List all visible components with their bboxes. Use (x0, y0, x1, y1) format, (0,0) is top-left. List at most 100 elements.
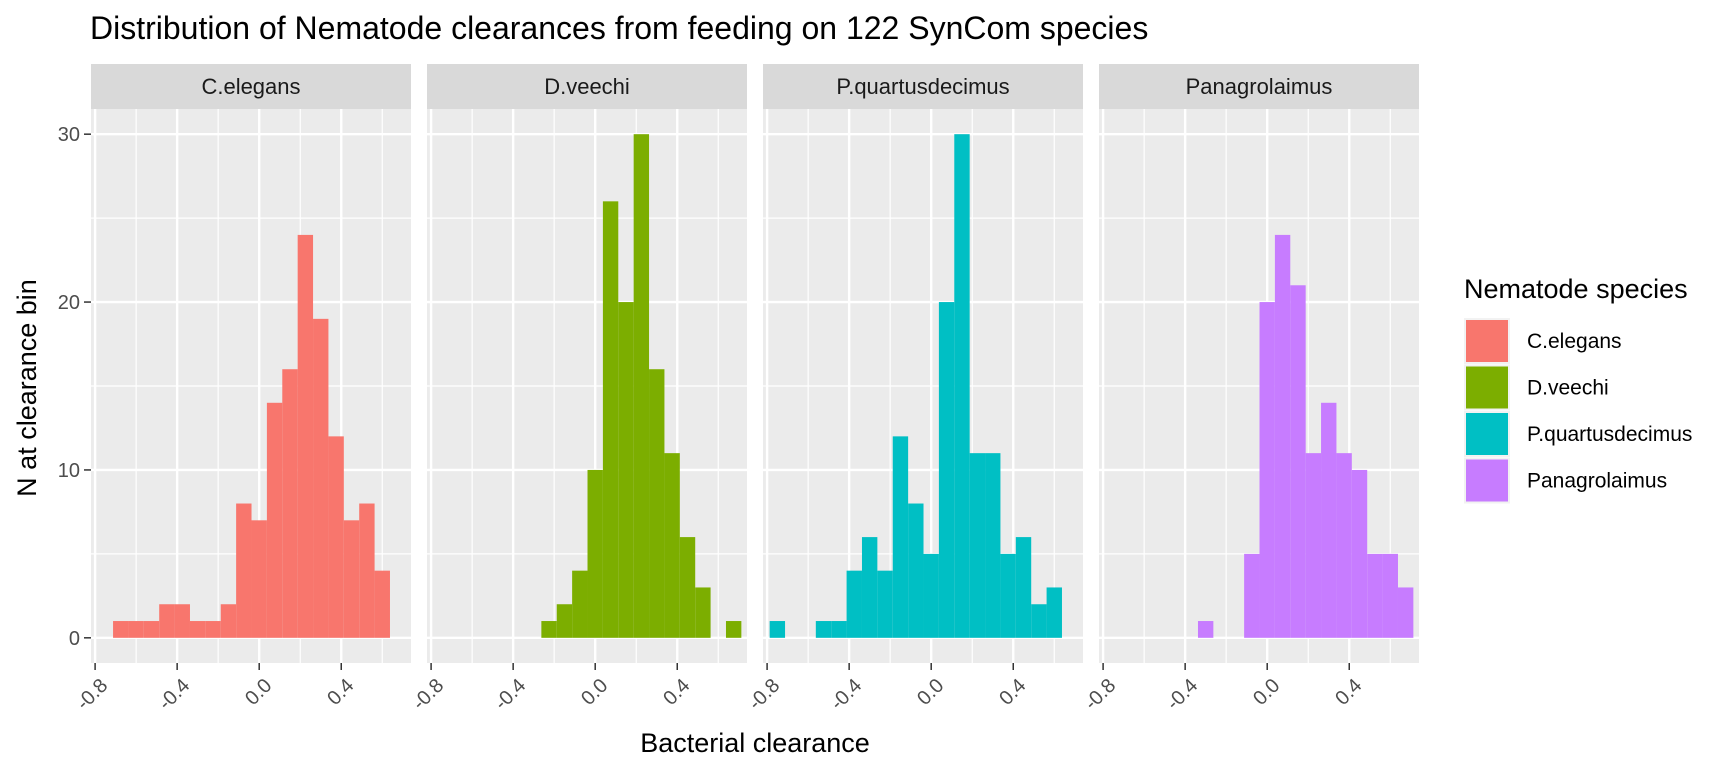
x-tick-label: -0.8 (744, 675, 784, 715)
legend: Nematode species C.elegans D.veechi P.quar… (1464, 274, 1692, 504)
legend-swatch (1466, 320, 1508, 362)
histogram-bar (143, 621, 160, 638)
histogram-bar (1382, 553, 1398, 638)
x-tick-label: -0.4 (1162, 675, 1202, 715)
facet-panel-1: D.veechi -0.8 -0.4 0.0 0.4 (408, 64, 747, 715)
histogram-bar (649, 369, 665, 638)
histogram-bar (205, 621, 221, 638)
legend-items: C.elegans D.veechi P.quartusdecimus Panagro… (1464, 318, 1692, 504)
histogram-bar (174, 604, 190, 638)
histogram-bar (1397, 587, 1414, 638)
x-tick-label: 0.0 (241, 675, 276, 710)
histogram-bar (1274, 234, 1291, 638)
histogram-bar (846, 570, 862, 638)
histogram-bar (969, 453, 986, 638)
histogram-bar (1367, 553, 1383, 638)
histogram-bar (985, 453, 1001, 638)
histogram-bar (572, 570, 588, 638)
histogram-bar (374, 570, 390, 638)
histogram-bar (695, 587, 711, 638)
facet-panels: C.elegans -0.8 -0.4 0.0 0.4 D.veechi -0.8 -0.4 0… (58, 64, 1419, 715)
histogram-bar (954, 134, 970, 638)
histogram-bar (1259, 302, 1275, 638)
histogram-bar (1321, 402, 1337, 638)
y-tick-label: 0 (69, 628, 80, 650)
histogram-bar (618, 302, 634, 638)
facet-strip (427, 64, 747, 109)
histogram-bar (128, 621, 144, 638)
histogram-bar (113, 621, 129, 638)
histogram-bar (236, 503, 252, 638)
facet-panel-2: P.quartusdecimus -0.8 -0.4 0.0 0.4 (744, 64, 1083, 715)
histogram-bar (297, 234, 314, 638)
x-tick-label: -0.8 (1080, 675, 1120, 715)
histogram-bar (343, 520, 360, 638)
histogram-bar (328, 436, 344, 638)
histogram-bar (633, 134, 650, 638)
histogram-bar (1244, 553, 1260, 638)
x-tick-label: 0.4 (323, 675, 358, 710)
y-tick-label: 20 (58, 292, 80, 314)
x-tick-label: -0.8 (72, 675, 112, 715)
histogram-bar (587, 469, 603, 638)
histogram-bar (908, 503, 924, 638)
histogram-bar (251, 520, 267, 638)
histogram-bar (1197, 621, 1214, 638)
histogram-bar (815, 621, 832, 638)
histogram-bar (1305, 453, 1322, 638)
legend-label: P.quartusdecimus (1527, 423, 1692, 446)
x-tick-label: 0.4 (995, 675, 1030, 710)
histogram-bar (664, 453, 680, 638)
histogram-bar (220, 604, 237, 638)
facet-strip-label: Panagrolaimus (1186, 74, 1333, 99)
histogram-bar (725, 621, 742, 638)
legend-label: Panagrolaimus (1527, 470, 1667, 493)
histogram-bar (1015, 537, 1032, 638)
x-tick-label: -0.8 (408, 675, 448, 715)
y-axis-title: N at clearance bin (12, 279, 42, 497)
x-tick-label: 0.0 (1249, 675, 1284, 710)
histogram-bar (892, 436, 909, 638)
histogram-bar (938, 302, 955, 638)
facet-strip-label: C.elegans (201, 74, 300, 99)
legend-label: D.veechi (1527, 377, 1609, 400)
y-tick-label: 30 (58, 124, 80, 146)
histogram-bar (282, 369, 298, 638)
legend-label: C.elegans (1527, 330, 1622, 353)
x-tick-label: 0.4 (659, 675, 694, 710)
histogram-bar (1351, 469, 1368, 638)
x-tick-label: 0.0 (913, 675, 948, 710)
facet-strip (91, 64, 411, 109)
legend-swatch (1466, 413, 1508, 455)
facet-strip-label: P.quartusdecimus (836, 74, 1009, 99)
histogram-bar (602, 201, 619, 638)
y-tick-label: 10 (58, 460, 80, 482)
facet-panel-3: Panagrolaimus -0.8 -0.4 0.0 0.4 (1080, 64, 1419, 715)
histogram-bar (313, 318, 329, 638)
histogram-bar (923, 553, 939, 638)
facet-panel-0: C.elegans -0.8 -0.4 0.0 0.4 (72, 64, 411, 715)
x-tick-label: 0.0 (577, 675, 612, 710)
histogram-bar (769, 621, 786, 638)
histogram-bar (877, 570, 893, 638)
histogram-bar (1336, 453, 1352, 638)
x-axis-title: Bacterial clearance (640, 728, 870, 758)
legend-title: Nematode species (1464, 274, 1688, 304)
histogram-bar (556, 604, 573, 638)
facet-strip (763, 64, 1083, 109)
x-tick-label: 0.4 (1331, 675, 1366, 710)
histogram-bar (359, 503, 375, 638)
facet-strip-label: D.veechi (544, 74, 630, 99)
histogram-bar (1031, 604, 1047, 638)
histogram-bar (266, 402, 283, 638)
chart-title: Distribution of Nematode clearances from… (90, 10, 1148, 46)
histogram-bar (1290, 285, 1306, 638)
x-tick-label: -0.4 (826, 675, 866, 715)
histogram-bar (189, 621, 206, 638)
histogram-bar (1000, 553, 1016, 638)
legend-swatch (1466, 459, 1508, 502)
histogram-bar (831, 621, 847, 638)
histogram-bar (1046, 587, 1062, 638)
histogram-bar (679, 537, 696, 638)
facet-strip (1099, 64, 1419, 109)
